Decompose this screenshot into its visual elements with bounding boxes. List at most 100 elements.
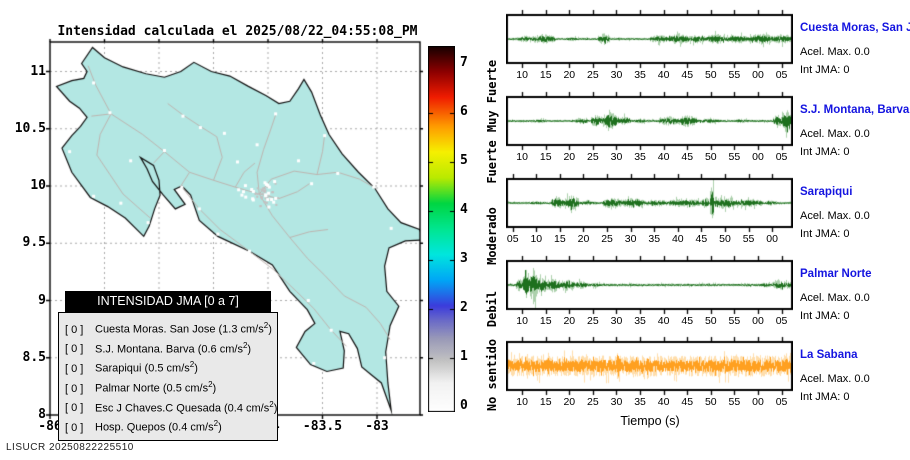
time-tick-label: 30 (610, 151, 623, 163)
time-tick-label: 55 (728, 151, 741, 163)
time-tick-label: 10 (516, 315, 528, 327)
legend-station-row: [ 0 ] Palmar Norte (0.5 cm/s2) (65, 377, 271, 397)
time-tick-label: 00 (752, 151, 764, 163)
station-name: Cuesta Moras, San Jose (800, 22, 910, 34)
time-tick-label: 00 (752, 396, 764, 408)
legend-close-paren: ) (268, 323, 272, 336)
y-axis-tick-label: 8 (38, 407, 46, 422)
superscript: 2 (263, 321, 269, 330)
map-title: Intensidad calculada el 2025/08/22_04:55… (57, 24, 418, 39)
y-axis-tick-label: 11 (30, 63, 46, 79)
y-axis-tick-label: 9 (38, 292, 46, 308)
time-tick-label: 10 (516, 151, 528, 163)
time-tick-label: 25 (601, 233, 613, 245)
legend-body: [ 0 ] Cuesta Moras. San Jose (1.3 cm/s2)[… (58, 312, 278, 441)
time-tick-label: 05 (775, 396, 788, 408)
legend-header: INTENSIDAD JMA [0 a 7] (65, 291, 271, 312)
legend-close-paren: ) (218, 421, 222, 434)
time-tick-label: 50 (704, 69, 717, 81)
time-tick-label: 15 (539, 315, 552, 327)
watermark-id: LISUCR 20250822225510 (6, 442, 134, 453)
colorbar-band-label: Fuerte (485, 140, 499, 184)
time-tick-label: 55 (728, 396, 741, 408)
time-tick-label: 30 (610, 315, 623, 327)
time-tick-label: 05 (506, 233, 519, 245)
time-tick-label: 15 (554, 233, 566, 245)
time-tick-label: 55 (728, 69, 741, 81)
station-accel-max: Acel. Max. 0.0 (800, 210, 870, 222)
y-axis-tick-label: 10 (30, 178, 46, 193)
seismogram-trace-3 (506, 172, 793, 234)
time-tick-label: 50 (704, 315, 717, 327)
x-axis-tick-label: -83.5 (302, 419, 343, 434)
time-tick-label: 40 (657, 151, 670, 163)
time-tick-label: 35 (634, 151, 646, 163)
time-tick-label: 05 (775, 315, 788, 327)
legend-station-text: Sarapiqui (0.5 cm/s (95, 362, 190, 375)
time-tick-label: 10 (530, 233, 543, 245)
colorbar-band-label: Moderado (485, 206, 499, 265)
time-tick-label: 25 (587, 69, 599, 81)
time-tick-label: 45 (695, 233, 708, 245)
time-tick-label: 45 (681, 396, 694, 408)
time-tick-label: 45 (681, 151, 694, 163)
intensity-legend: INTENSIDAD JMA [0 a 7] [ 0 ] Cuesta Moras… (58, 291, 278, 441)
time-tick-label: 50 (704, 396, 717, 408)
legend-jma-value: [ 0 ] (65, 323, 84, 336)
time-tick-label: 20 (563, 151, 576, 163)
seismogram-trace-5 (506, 335, 793, 397)
time-tick-label: 00 (752, 69, 764, 81)
legend-station-text: Cuesta Moras. San Jose (1.3 cm/s (95, 323, 264, 336)
colorbar-band-label: Muy Fuerte (485, 59, 499, 132)
time-tick-label: 20 (577, 233, 590, 245)
time-tick-label: 05 (775, 151, 788, 163)
station-int-jma: Int JMA: 0 (800, 228, 850, 240)
superscript: 2 (269, 399, 274, 409)
legend-station-row: [ 0 ] Cuesta Moras. San Jose (1.3 cm/s2) (65, 318, 272, 338)
time-tick-label: 20 (563, 396, 576, 408)
legend-station-text: Esc J Chaves.C Quesada (0.4 cm/s (95, 402, 270, 415)
time-tick-label: 40 (657, 396, 670, 408)
legend-station-row: [ 0 ] Sarapiqui (0.5 cm/s2) (65, 357, 271, 377)
intensity-colorbar (428, 46, 455, 412)
time-tick-label: 00 (766, 233, 778, 245)
x-axis-tick-label: -86 (38, 419, 62, 434)
time-tick-label: 25 (587, 396, 599, 408)
colorbar-tick-label: 6 (460, 104, 468, 119)
legend-jma-value: [ 0 ] (65, 421, 84, 434)
colorbar-tick-label: 5 (460, 153, 468, 168)
time-tick-label: 20 (563, 69, 576, 81)
legend-jma-value: [ 0 ] (65, 382, 84, 395)
y-axis-tick-label: 9.5 (22, 235, 46, 251)
colorbar-band-label: No sentido (485, 339, 499, 412)
time-tick-label: 35 (648, 233, 661, 245)
y-axis-tick-label: 10.5 (14, 120, 46, 136)
legend-station-text: Palmar Norte (0.5 cm/s (95, 382, 209, 395)
station-int-jma: Int JMA: 0 (800, 146, 850, 158)
station-accel-max: Acel. Max. 0.0 (800, 292, 870, 304)
time-tick-label: 05 (775, 69, 788, 81)
station-int-jma: Int JMA: 0 (800, 310, 850, 322)
station-name: Palmar Norte (800, 268, 872, 280)
station-accel-max: Acel. Max. 0.0 (800, 128, 870, 140)
legend-close-paren: ) (273, 402, 278, 415)
colorbar-band-label: Debil (485, 290, 499, 328)
time-tick-label: 10 (516, 69, 528, 81)
colorbar-tick-label: 0 (460, 398, 468, 413)
time-tick-label: 25 (587, 151, 599, 163)
time-tick-label: 30 (624, 233, 637, 245)
station-name: La Sabana (800, 349, 858, 361)
legend-station-text: S.J. Montana. Barva (0.6 cm/s (95, 343, 243, 356)
time-tick-label: 45 (681, 315, 694, 327)
legend-close-paren: ) (247, 343, 252, 356)
time-tick-label: 55 (742, 233, 755, 245)
station-accel-max: Acel. Max. 0.0 (800, 46, 870, 58)
time-tick-label: 10 (516, 396, 528, 408)
superscript: 2 (189, 360, 195, 370)
legend-station-text: Hosp. Quepos (0.4 cm/s (95, 421, 214, 434)
time-tick-label: 55 (728, 315, 741, 327)
time-tick-label: 45 (681, 69, 694, 81)
seismogram-trace-1 (506, 8, 793, 70)
legend-station-row: [ 0 ] Esc J Chaves.C Quesada (0.4 cm/s2) (65, 397, 277, 417)
superscript: 2 (242, 340, 248, 350)
